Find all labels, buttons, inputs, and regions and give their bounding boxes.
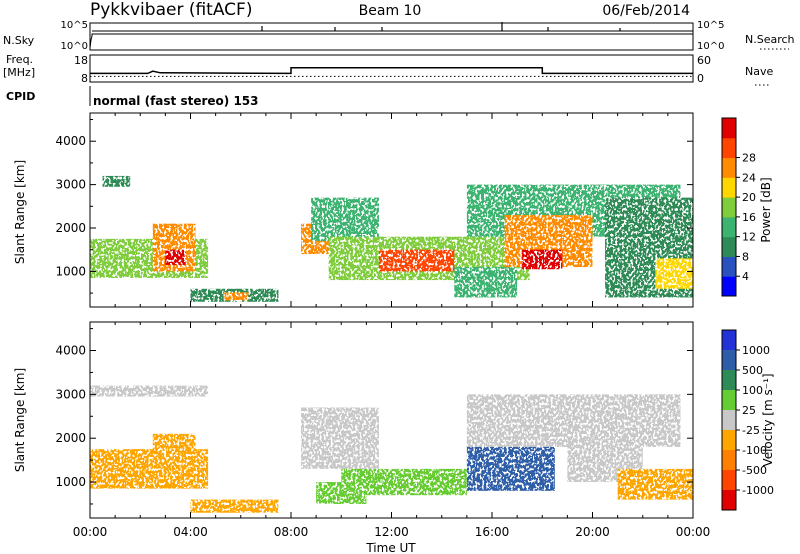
velocity-region-10 [617,468,693,500]
power-colorbar-tick-label: 8 [742,250,749,263]
velocity-colorbar-swatch [722,430,736,451]
power-colorbar-frame [721,117,737,297]
power-colorbar-tick-label: 12 [742,231,756,244]
power-region-15 [655,258,693,289]
power-colorbar-tick-label: 16 [742,211,756,224]
power-ytick-label: 3000 [55,178,86,192]
velocity-colorbar-tick-label: -1000 [742,484,774,497]
nsearch-tick-bottom: 10^0 [697,41,724,52]
cpid-label: CPID [6,90,35,103]
velocity-panel: 1000 2000 3000 4000 [55,321,694,519]
power-colorbar-swatch [722,177,736,198]
freq-tick-top: 18 [74,54,88,67]
nsky-tick-bottom: 10^0 [61,41,88,52]
nsky-label: N.Sky [3,34,35,47]
power-colorbar-swatch [722,197,736,218]
station-title: Pykkvibaer (fitACF) [90,0,252,20]
power-colorbar-swatch [722,276,736,297]
velocity-ytick-label: 4000 [55,344,86,358]
freq-trace [90,66,693,75]
power-region-3 [165,249,186,265]
velocity-colorbar-tick-label: 100 [742,384,763,397]
time-axis-ticks: 00:00 04:00 08:00 12:00 16:00 20:00 00:00 [73,525,711,539]
velocity-ylabel: Slant Range [km] [13,368,27,472]
beam-label: Beam 10 [359,3,422,19]
velocity-ytick-label: 2000 [55,431,86,445]
time-tick-label: 00:00 [676,525,711,539]
time-tick-label: 20:00 [575,525,610,539]
velocity-ytick-label: 1000 [55,475,86,489]
velocity-colorbar-tick-label: 25 [742,404,756,417]
power-panel: 1000 2000 3000 4000 [55,112,694,308]
velocity-region-7 [466,442,555,491]
velocity-colorbar-swatch [722,330,736,351]
velocity-region-4 [301,407,379,469]
velocity-colorbar-frame [721,329,737,511]
velocity-region-0 [90,385,209,397]
velocity-colorbar-tick-label: -25 [742,424,760,437]
velocity-colorbar-swatch [722,490,736,511]
velocity-region-6 [341,468,467,496]
nsky-tick-top: 10^5 [61,20,88,31]
time-tick-label: 04:00 [173,525,208,539]
power-ytick-label: 4000 [55,134,86,148]
velocity-colorbar-swatch [722,410,736,431]
nsky-trace [89,33,693,49]
power-ytick-label: 1000 [55,264,86,278]
power-region-0 [102,175,131,187]
nsky-spikes [261,22,621,31]
power-ytick-label: 2000 [55,221,86,235]
power-colorbar-tick-label: 4 [742,270,749,283]
power-colorbar-tick-label: 28 [742,152,756,165]
velocity-colorbar-tick-label: 500 [742,364,763,377]
freq-label: Freq. [6,53,33,66]
velocity-colorbar-swatch [722,350,736,371]
power-colorbar-swatch [722,216,736,238]
velocity-colorbar-label: Velocity [m s⁻¹] [761,373,775,466]
velocity-region-2 [152,433,196,483]
velocity-colorbar-tick-label: -500 [742,464,767,477]
velocity-region-3 [190,499,279,513]
time-axis-label: Time UT [365,541,416,554]
velocity-colorbar-tick-label: -100 [742,444,767,457]
power-colorbar-swatch [722,118,736,139]
nave-tick-bottom: 0 [697,72,704,85]
power-region-5 [223,292,249,301]
power-colorbar-tick-label: 20 [742,191,756,204]
power-ylabel: Slant Range [km] [13,160,27,264]
nave-label: Nave [745,65,773,78]
velocity-colorbar-swatch [722,470,736,491]
velocity-colorbar: 1000 500 100 25 -25 -100 -500 -1000 [721,329,774,511]
velocity-ytick-label: 3000 [55,387,86,401]
time-tick-label: 12:00 [374,525,409,539]
power-colorbar-swatch [722,256,736,277]
power-region-7 [311,197,379,242]
freq-unit-label: [MHz] [3,66,35,79]
freq-panel [89,54,694,83]
power-region-13 [522,249,563,270]
power-colorbar-tick-label: 24 [742,171,756,184]
velocity-colorbar-swatch [722,450,736,471]
velocity-colorbar-swatch [722,370,736,391]
time-tick-label: 08:00 [274,525,309,539]
nsky-panel [89,22,694,51]
time-tick-label: 16:00 [475,525,510,539]
nsearch-tick-top: 10^5 [697,20,724,31]
nsearch-label: N.Search [745,33,795,46]
power-colorbar-swatch [722,157,736,178]
power-colorbar-swatch [722,137,736,159]
velocity-colorbar-swatch [722,390,736,411]
velocity-colorbar-tick-label: 1000 [742,344,770,357]
cpid-value: normal (fast stereo) 153 [93,94,259,108]
power-colorbar: 4 8 12 16 20 24 28 [721,117,756,297]
power-region-9 [378,249,455,272]
power-colorbar-label: Power [dB] [759,177,773,242]
power-region-10 [454,267,518,298]
freq-tick-bottom: 8 [81,72,88,85]
date-label: 06/Feb/2014 [602,3,690,19]
nave-tick-top: 60 [697,54,711,67]
power-colorbar-swatch [722,236,736,257]
time-tick-label: 00:00 [73,525,108,539]
